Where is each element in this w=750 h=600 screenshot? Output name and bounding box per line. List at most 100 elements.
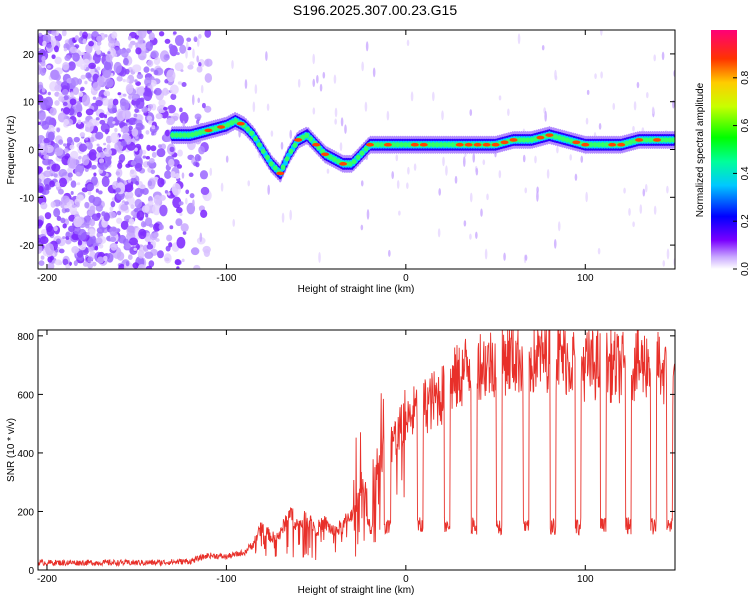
noise-speck — [68, 177, 73, 181]
noise-speck — [82, 58, 90, 68]
noise-speck — [118, 263, 126, 269]
noise-speck — [175, 218, 183, 227]
noise-streak — [192, 199, 195, 207]
noise-speck — [122, 57, 129, 66]
noise-speck — [67, 156, 77, 169]
snr-ytick-label: 600 — [17, 390, 34, 401]
noise-speck — [153, 87, 162, 96]
noise-speck — [95, 152, 101, 159]
noise-speck — [72, 52, 80, 62]
ridge-peak — [572, 140, 581, 145]
noise-speck — [118, 234, 127, 244]
snr-ytick-label: 800 — [17, 332, 34, 343]
noise-streak — [289, 209, 292, 221]
noise-speck — [194, 154, 201, 162]
noise-speck — [178, 201, 184, 206]
noise-streak — [185, 41, 189, 50]
noise-speck — [70, 190, 74, 195]
noise-speck — [77, 78, 83, 85]
noise-speck — [54, 147, 64, 157]
noise-speck — [146, 243, 154, 250]
noise-speck — [137, 249, 145, 259]
noise-speck — [73, 260, 78, 267]
noise-speck — [54, 84, 62, 92]
noise-streak — [322, 71, 326, 79]
noise-speck — [105, 53, 113, 63]
noise-speck — [62, 101, 68, 107]
ridge-cell — [308, 136, 314, 142]
noise-speck — [133, 247, 138, 251]
ridge-peak — [321, 152, 330, 157]
noise-streak — [536, 190, 539, 202]
noise-speck — [103, 90, 110, 97]
noise-speck — [85, 108, 94, 116]
noise-speck — [77, 119, 82, 125]
noise-streak — [339, 142, 343, 152]
noise-speck — [57, 188, 64, 195]
noise-speck — [80, 65, 87, 71]
ridge-cell — [659, 137, 665, 143]
noise-speck — [47, 91, 51, 96]
noise-speck — [138, 30, 147, 39]
noise-speck — [105, 78, 114, 88]
noise-speck — [42, 158, 52, 166]
noise-speck — [110, 243, 117, 251]
ridge-peak — [473, 142, 482, 147]
noise-speck — [92, 261, 97, 267]
heatmap-xtick-label: -200 — [37, 273, 57, 284]
noise-speck — [94, 245, 99, 251]
noise-streak — [651, 106, 655, 115]
noise-streak — [361, 61, 364, 72]
noise-speck — [200, 209, 208, 218]
ridge-peak — [464, 142, 473, 147]
noise-speck — [168, 158, 175, 168]
noise-speck — [98, 243, 104, 249]
noise-speck — [112, 98, 119, 106]
ridge-cell — [170, 132, 175, 138]
noise-streak — [312, 53, 315, 65]
noise-speck — [150, 169, 155, 175]
heatmap-ytick-label: 10 — [23, 98, 35, 109]
noise-speck — [186, 37, 192, 42]
noise-speck — [177, 149, 183, 157]
noise-speck — [41, 87, 46, 93]
noise-streak — [642, 188, 646, 197]
noise-streak — [534, 155, 537, 164]
noise-speck — [148, 223, 154, 228]
noise-speck — [58, 177, 68, 188]
noise-speck — [79, 31, 83, 37]
noise-speck — [76, 250, 84, 258]
noise-speck — [71, 246, 79, 254]
noise-speck — [133, 113, 138, 118]
ridge-peak — [500, 140, 509, 145]
noise-speck — [164, 257, 170, 262]
colorbar — [711, 30, 737, 269]
noise-speck — [144, 77, 152, 87]
noise-streak — [318, 251, 321, 263]
noise-speck — [168, 43, 174, 50]
noise-speck — [140, 184, 146, 190]
noise-streak — [191, 94, 195, 106]
noise-streak — [266, 103, 270, 111]
heatmap-xtick-label: 100 — [577, 273, 594, 284]
noise-speck — [128, 125, 133, 131]
noise-speck — [78, 216, 85, 225]
noise-speck — [50, 69, 59, 80]
noise-speck — [106, 252, 114, 263]
ridge-cell — [399, 142, 404, 148]
noise-speck — [50, 201, 56, 208]
noise-speck — [100, 123, 110, 133]
noise-speck — [76, 100, 81, 105]
noise-speck — [76, 111, 83, 118]
noise-speck — [116, 210, 122, 216]
noise-speck — [141, 205, 150, 213]
ridge-cell — [643, 137, 649, 143]
ridge-cell — [391, 142, 397, 148]
noise-speck — [53, 225, 58, 232]
noise-speck — [53, 207, 61, 218]
noise-streak — [557, 221, 561, 232]
noise-speck — [203, 249, 211, 258]
noise-streak — [475, 167, 479, 176]
noise-speck — [40, 255, 45, 260]
noise-speck — [96, 143, 100, 147]
